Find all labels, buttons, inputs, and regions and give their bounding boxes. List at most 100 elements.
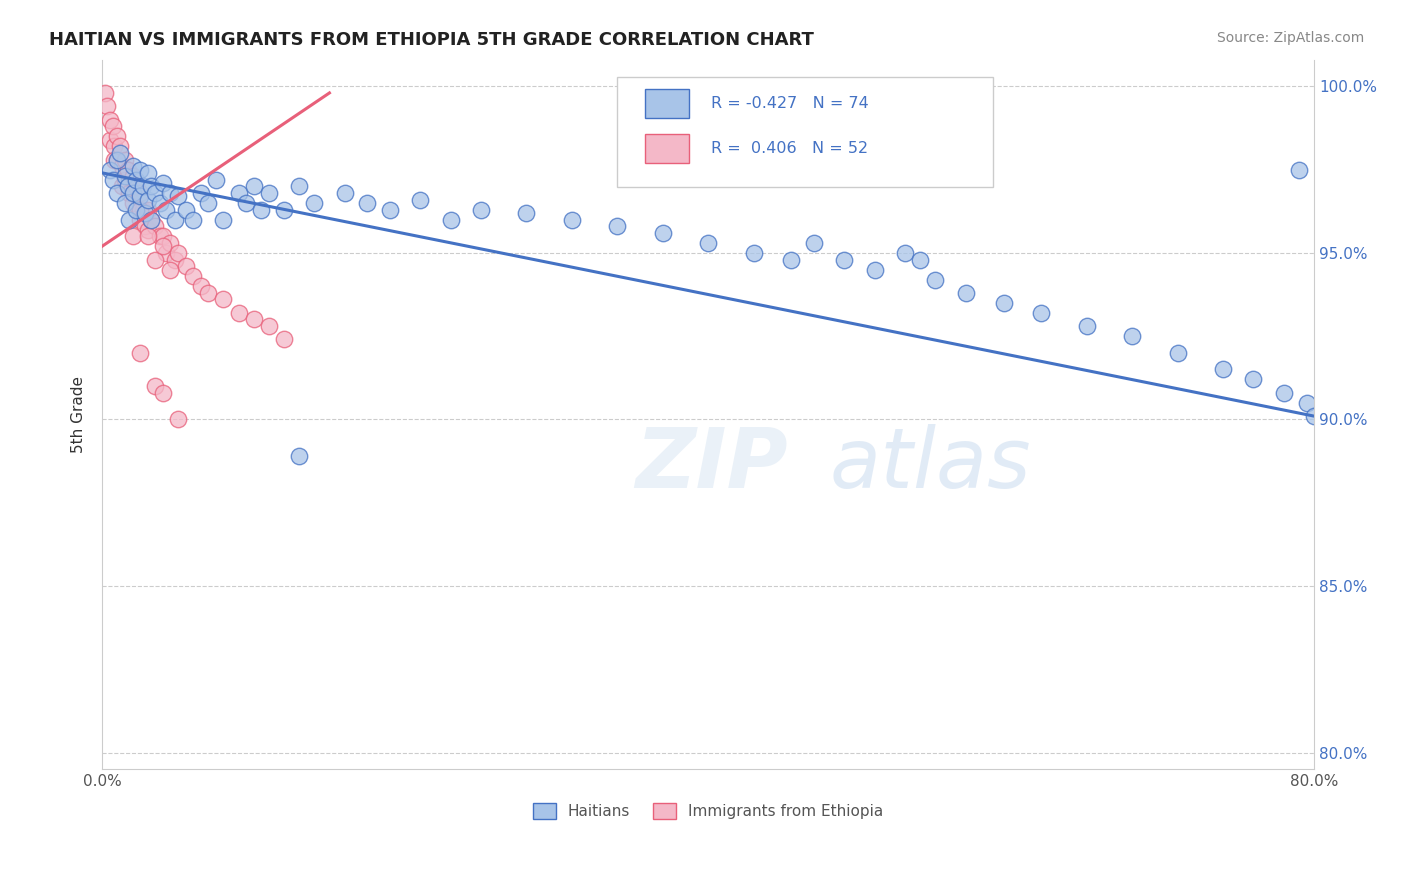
Point xyxy=(304,195,326,210)
Point xyxy=(103,153,125,167)
Point xyxy=(742,245,765,260)
Point xyxy=(159,186,181,200)
Text: HAITIAN VS IMMIGRANTS FROM ETHIOPIA 5TH GRADE CORRELATION CHART: HAITIAN VS IMMIGRANTS FROM ETHIOPIA 5TH … xyxy=(49,31,814,49)
Point xyxy=(273,333,295,347)
Text: Source: ZipAtlas.com: Source: ZipAtlas.com xyxy=(1216,31,1364,45)
Point xyxy=(121,186,143,200)
Point xyxy=(152,176,174,190)
Point xyxy=(1031,306,1053,320)
Point xyxy=(378,202,401,217)
Point xyxy=(152,229,174,244)
Point xyxy=(1295,396,1317,410)
Point xyxy=(132,202,155,217)
Point xyxy=(257,319,280,334)
Point xyxy=(190,279,212,293)
Point xyxy=(129,346,152,360)
Point xyxy=(136,193,159,207)
Point xyxy=(159,262,181,277)
Point xyxy=(117,162,139,177)
Point xyxy=(273,202,295,217)
Point xyxy=(111,179,134,194)
Point xyxy=(121,169,143,184)
Point xyxy=(117,179,139,194)
Point xyxy=(212,212,235,227)
Point xyxy=(155,245,177,260)
Point xyxy=(190,186,212,200)
Point xyxy=(121,159,143,173)
Point xyxy=(129,202,152,217)
Point xyxy=(101,172,124,186)
Point xyxy=(139,212,162,227)
Point xyxy=(143,186,166,200)
Point xyxy=(242,312,264,326)
Point xyxy=(174,202,197,217)
Point xyxy=(834,252,856,267)
Point xyxy=(803,235,825,250)
Point xyxy=(98,132,121,146)
Point xyxy=(143,219,166,234)
Point xyxy=(561,212,583,227)
Point xyxy=(163,252,186,267)
Point xyxy=(129,189,152,203)
Point xyxy=(1212,362,1234,376)
Point xyxy=(149,229,172,244)
Point xyxy=(908,252,931,267)
Point xyxy=(197,195,219,210)
Point xyxy=(134,206,156,220)
Point xyxy=(606,219,628,234)
Point xyxy=(129,212,152,227)
Point xyxy=(105,153,128,167)
Point xyxy=(149,195,172,210)
Point xyxy=(124,172,146,186)
Point xyxy=(181,269,204,284)
Point xyxy=(143,252,166,267)
Point xyxy=(1288,162,1310,177)
Point xyxy=(132,179,155,194)
Point xyxy=(96,99,118,113)
Point xyxy=(651,226,673,240)
Point xyxy=(163,212,186,227)
Bar xyxy=(645,89,689,118)
Point xyxy=(124,202,146,217)
FancyBboxPatch shape xyxy=(617,78,993,187)
Text: atlas: atlas xyxy=(830,424,1031,505)
Point xyxy=(924,272,946,286)
Point xyxy=(181,212,204,227)
Point xyxy=(136,222,159,236)
Point xyxy=(242,179,264,194)
Legend: Haitians, Immigrants from Ethiopia: Haitians, Immigrants from Ethiopia xyxy=(527,797,890,825)
Point xyxy=(1303,409,1326,423)
Point xyxy=(955,285,977,300)
Point xyxy=(121,195,143,210)
Point xyxy=(111,159,134,173)
Point xyxy=(205,172,228,186)
Point xyxy=(780,252,803,267)
Point xyxy=(152,239,174,253)
Point xyxy=(1121,329,1143,343)
Point xyxy=(440,212,463,227)
Point xyxy=(197,285,219,300)
Point xyxy=(356,195,378,210)
Point xyxy=(235,195,257,210)
Point xyxy=(124,179,146,194)
Point xyxy=(110,145,132,160)
Text: R = -0.427   N = 74: R = -0.427 N = 74 xyxy=(710,96,869,112)
Point xyxy=(98,162,121,177)
Point xyxy=(114,169,136,184)
Point xyxy=(101,120,124,134)
Point xyxy=(155,202,177,217)
Point xyxy=(105,186,128,200)
Point xyxy=(110,139,132,153)
Point xyxy=(114,172,136,186)
Point xyxy=(118,212,141,227)
Y-axis label: 5th Grade: 5th Grade xyxy=(72,376,86,453)
Point xyxy=(152,385,174,400)
Point xyxy=(129,162,152,177)
Point xyxy=(1076,319,1098,334)
Point xyxy=(250,202,273,217)
Point xyxy=(1167,346,1189,360)
Bar xyxy=(645,134,689,162)
Point xyxy=(121,229,143,244)
Point xyxy=(103,139,125,153)
Point xyxy=(288,449,311,463)
